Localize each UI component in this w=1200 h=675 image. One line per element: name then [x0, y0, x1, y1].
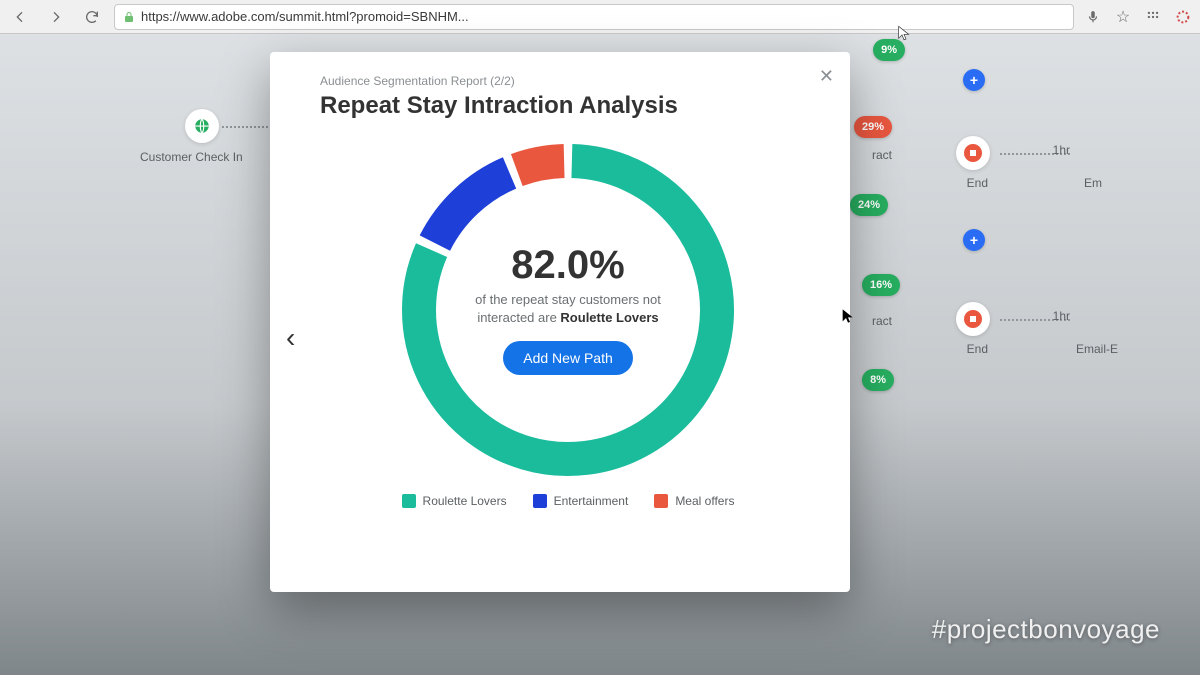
- screen: https://www.adobe.com/summit.html?promoi…: [0, 0, 1200, 675]
- badge-29: 29%: [854, 116, 892, 138]
- donut-center: 82.0% of the repeat stay customers not i…: [398, 140, 738, 480]
- badge-8: 8%: [862, 369, 894, 391]
- legend-swatch: [533, 494, 547, 508]
- url-bar[interactable]: https://www.adobe.com/summit.html?promoi…: [114, 4, 1074, 30]
- legend-item: Meal offers: [654, 494, 734, 508]
- modal-pretitle: Audience Segmentation Report (2/2): [320, 74, 816, 88]
- reload-icon: [84, 9, 100, 25]
- end-label-1: End: [967, 176, 988, 190]
- legend-item: Roulette Lovers: [402, 494, 507, 508]
- legend: Roulette Lovers Entertainment Meal offer…: [320, 494, 816, 508]
- badge-9: 9%: [873, 39, 905, 61]
- arrow-left-icon: [12, 9, 28, 25]
- back-button[interactable]: [6, 4, 34, 30]
- reload-button[interactable]: [78, 4, 106, 30]
- star-icon[interactable]: ☆: [1112, 6, 1134, 28]
- legend-item: Entertainment: [533, 494, 629, 508]
- apps-icon[interactable]: [1142, 6, 1164, 28]
- eract-label-2: ract: [872, 314, 892, 328]
- email-e-label: Email-E: [1076, 342, 1118, 356]
- add-path-dot-1[interactable]: +: [963, 69, 985, 91]
- hr-label-2: 1hr: [1053, 309, 1070, 323]
- browser-bar: https://www.adobe.com/summit.html?promoi…: [0, 0, 1200, 34]
- forward-button[interactable]: [42, 4, 70, 30]
- end-node-2[interactable]: [956, 302, 990, 336]
- lock-icon: [123, 11, 135, 23]
- prev-button[interactable]: ‹: [286, 322, 295, 354]
- menu-icon[interactable]: [1172, 6, 1194, 28]
- badge-16: 16%: [862, 274, 900, 296]
- donut-chart: 82.0% of the repeat stay customers not i…: [398, 140, 738, 480]
- globe-icon: [193, 117, 211, 135]
- end-node-1[interactable]: [956, 136, 990, 170]
- donut-subtext: of the repeat stay customers not interac…: [458, 291, 678, 326]
- end-label-2: End: [967, 342, 988, 356]
- close-button[interactable]: ✕: [819, 66, 834, 87]
- legend-swatch: [402, 494, 416, 508]
- hr-label-1: 1hr: [1053, 143, 1070, 157]
- em-label: Em: [1084, 176, 1102, 190]
- add-new-path-button[interactable]: Add New Path: [503, 341, 633, 375]
- legend-swatch: [654, 494, 668, 508]
- eract-label-1: ract: [872, 148, 892, 162]
- modal-title: Repeat Stay Intraction Analysis: [320, 92, 816, 120]
- arrow-right-icon: [48, 9, 64, 25]
- checkin-node[interactable]: [185, 109, 219, 143]
- checkin-label: Customer Check In: [140, 150, 243, 164]
- segmentation-modal: ✕ Audience Segmentation Report (2/2) Rep…: [270, 52, 850, 592]
- donut-percentage: 82.0%: [511, 245, 624, 285]
- add-path-dot-2[interactable]: +: [963, 229, 985, 251]
- hashtag: #projectbonvoyage: [932, 614, 1160, 645]
- url-text: https://www.adobe.com/summit.html?promoi…: [141, 9, 469, 24]
- badge-24: 24%: [850, 194, 888, 216]
- mic-icon[interactable]: [1082, 6, 1104, 28]
